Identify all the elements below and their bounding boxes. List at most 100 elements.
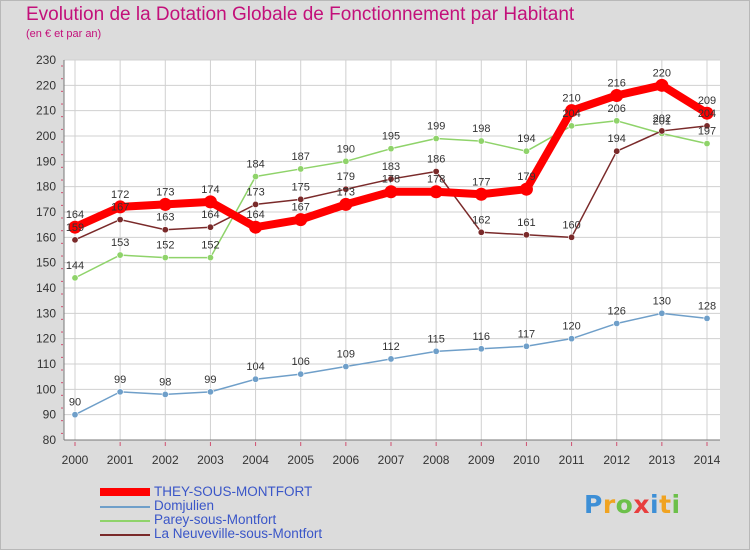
data-label-parey-sous-montfort-2004: 184 xyxy=(246,159,264,171)
point-parey-sous-montfort-2008 xyxy=(432,135,440,143)
data-label-they-sous-montfort-2014: 209 xyxy=(698,95,716,107)
data-label-la-neuveville-sous-montfort-2002: 163 xyxy=(156,212,174,224)
data-label-domjulien-2007: 112 xyxy=(382,341,400,353)
point-they-sous-montfort-2005 xyxy=(294,213,308,227)
point-la-neuveville-sous-montfort-2007 xyxy=(387,175,395,183)
point-they-sous-montfort-2008 xyxy=(429,185,443,199)
data-label-la-neuveville-sous-montfort-2013: 202 xyxy=(653,113,671,125)
data-label-domjulien-2008: 115 xyxy=(427,333,445,345)
y-tick-label-80: 80 xyxy=(43,433,57,447)
x-tick-label-2006: 2006 xyxy=(333,453,360,467)
data-label-they-sous-montfort-2012: 216 xyxy=(608,77,626,89)
logo-letter: o xyxy=(615,490,634,519)
data-label-domjulien-2001: 99 xyxy=(114,374,126,386)
data-label-they-sous-montfort-2010: 179 xyxy=(517,171,535,183)
point-they-sous-montfort-2004 xyxy=(249,220,263,234)
point-la-neuveville-sous-montfort-2014 xyxy=(703,122,711,130)
point-parey-sous-montfort-2012 xyxy=(613,117,621,125)
x-tick-label-2005: 2005 xyxy=(287,453,314,467)
point-parey-sous-montfort-2003 xyxy=(206,254,214,262)
point-domjulien-2004 xyxy=(252,375,260,383)
data-label-parey-sous-montfort-2002: 152 xyxy=(156,240,174,252)
y-tick-label-140: 140 xyxy=(36,281,56,295)
point-they-sous-montfort-2001 xyxy=(113,200,127,214)
data-label-they-sous-montfort-2011: 210 xyxy=(562,93,580,105)
y-tick-label-210: 210 xyxy=(36,104,56,118)
legend-swatch-they xyxy=(100,488,150,496)
x-tick-label-2014: 2014 xyxy=(694,453,721,467)
point-domjulien-2001 xyxy=(116,388,124,396)
chart-title: Evolution de la Dotation Globale de Fonc… xyxy=(26,4,575,25)
data-label-they-sous-montfort-2000: 164 xyxy=(66,209,84,221)
point-they-sous-montfort-2003 xyxy=(203,195,217,209)
point-parey-sous-montfort-2011 xyxy=(568,122,576,130)
data-label-parey-sous-montfort-2005: 187 xyxy=(292,151,310,163)
point-parey-sous-montfort-2010 xyxy=(522,147,530,155)
data-label-domjulien-2012: 126 xyxy=(608,305,626,317)
data-label-domjulien-2002: 98 xyxy=(159,376,171,388)
point-la-neuveville-sous-montfort-2012 xyxy=(613,147,621,155)
data-label-parey-sous-montfort-2013: 201 xyxy=(653,115,671,127)
point-they-sous-montfort-2007 xyxy=(384,185,398,199)
data-label-they-sous-montfort-2008: 178 xyxy=(427,174,445,186)
x-tick-label-2007: 2007 xyxy=(378,453,405,467)
point-domjulien-2002 xyxy=(161,390,169,398)
point-la-neuveville-sous-montfort-2002 xyxy=(161,226,169,234)
logo-letter: i xyxy=(650,490,660,519)
y-tick-label-110: 110 xyxy=(37,357,56,371)
legend-swatch-parey xyxy=(100,520,150,522)
data-label-domjulien-2010: 117 xyxy=(518,328,536,340)
point-parey-sous-montfort-2006 xyxy=(342,157,350,165)
data-label-they-sous-montfort-2013: 220 xyxy=(653,67,671,79)
data-label-they-sous-montfort-2006: 173 xyxy=(337,186,355,198)
point-parey-sous-montfort-2002 xyxy=(161,254,169,262)
point-parey-sous-montfort-2001 xyxy=(116,251,124,259)
point-they-sous-montfort-2000 xyxy=(68,220,82,234)
point-domjulien-2013 xyxy=(658,309,666,317)
x-tick-label-2003: 2003 xyxy=(197,453,224,467)
point-they-sous-montfort-2002 xyxy=(158,197,172,211)
data-label-they-sous-montfort-2004: 164 xyxy=(246,209,264,221)
data-label-domjulien-2013: 130 xyxy=(653,295,671,307)
data-label-la-neuveville-sous-montfort-2010: 161 xyxy=(517,217,535,229)
point-la-neuveville-sous-montfort-2010 xyxy=(522,231,530,239)
point-domjulien-2008 xyxy=(432,347,440,355)
point-domjulien-2011 xyxy=(568,335,576,343)
point-parey-sous-montfort-2005 xyxy=(297,165,305,173)
logo-letter: r xyxy=(602,490,616,519)
data-label-they-sous-montfort-2003: 174 xyxy=(201,184,219,196)
data-label-la-neuveville-sous-montfort-2011: 160 xyxy=(562,219,580,231)
data-label-la-neuveville-sous-montfort-2009: 162 xyxy=(472,214,490,226)
data-label-parey-sous-montfort-2010: 194 xyxy=(517,133,535,145)
logo-letter: t xyxy=(659,490,672,519)
data-label-parey-sous-montfort-2011: 204 xyxy=(562,108,580,120)
y-tick-label-200: 200 xyxy=(36,129,56,143)
point-la-neuveville-sous-montfort-2005 xyxy=(297,195,305,203)
data-label-la-neuveville-sous-montfort-2001: 167 xyxy=(111,202,129,214)
y-tick-label-150: 150 xyxy=(36,256,56,270)
data-label-parey-sous-montfort-2001: 153 xyxy=(111,237,129,249)
data-label-domjulien-2009: 116 xyxy=(473,331,491,343)
point-they-sous-montfort-2010 xyxy=(519,182,533,196)
y-tick-label-120: 120 xyxy=(36,332,56,346)
data-label-domjulien-2000: 90 xyxy=(69,397,81,409)
y-tick-label-170: 170 xyxy=(36,205,56,219)
point-domjulien-2007 xyxy=(387,355,395,363)
y-tick-label-100: 100 xyxy=(36,382,56,396)
data-label-la-neuveville-sous-montfort-2008: 186 xyxy=(427,153,445,165)
point-they-sous-montfort-2011 xyxy=(565,104,579,118)
logo-letter: i xyxy=(671,490,681,519)
data-label-parey-sous-montfort-2000: 144 xyxy=(66,260,84,272)
point-la-neuveville-sous-montfort-2006 xyxy=(342,185,350,193)
point-they-sous-montfort-2009 xyxy=(474,187,488,201)
legend-swatch-domjulien xyxy=(100,506,150,508)
data-label-domjulien-2011: 120 xyxy=(562,321,580,333)
data-label-domjulien-2003: 99 xyxy=(204,374,216,386)
y-tick-label-220: 220 xyxy=(36,78,56,92)
point-domjulien-2006 xyxy=(342,363,350,371)
x-tick-label-2000: 2000 xyxy=(62,453,89,467)
data-label-la-neuveville-sous-montfort-2003: 164 xyxy=(201,209,219,221)
legend-swatch-neuveville xyxy=(100,534,150,536)
point-they-sous-montfort-2013 xyxy=(655,78,669,92)
data-label-la-neuveville-sous-montfort-2007: 183 xyxy=(382,161,400,173)
